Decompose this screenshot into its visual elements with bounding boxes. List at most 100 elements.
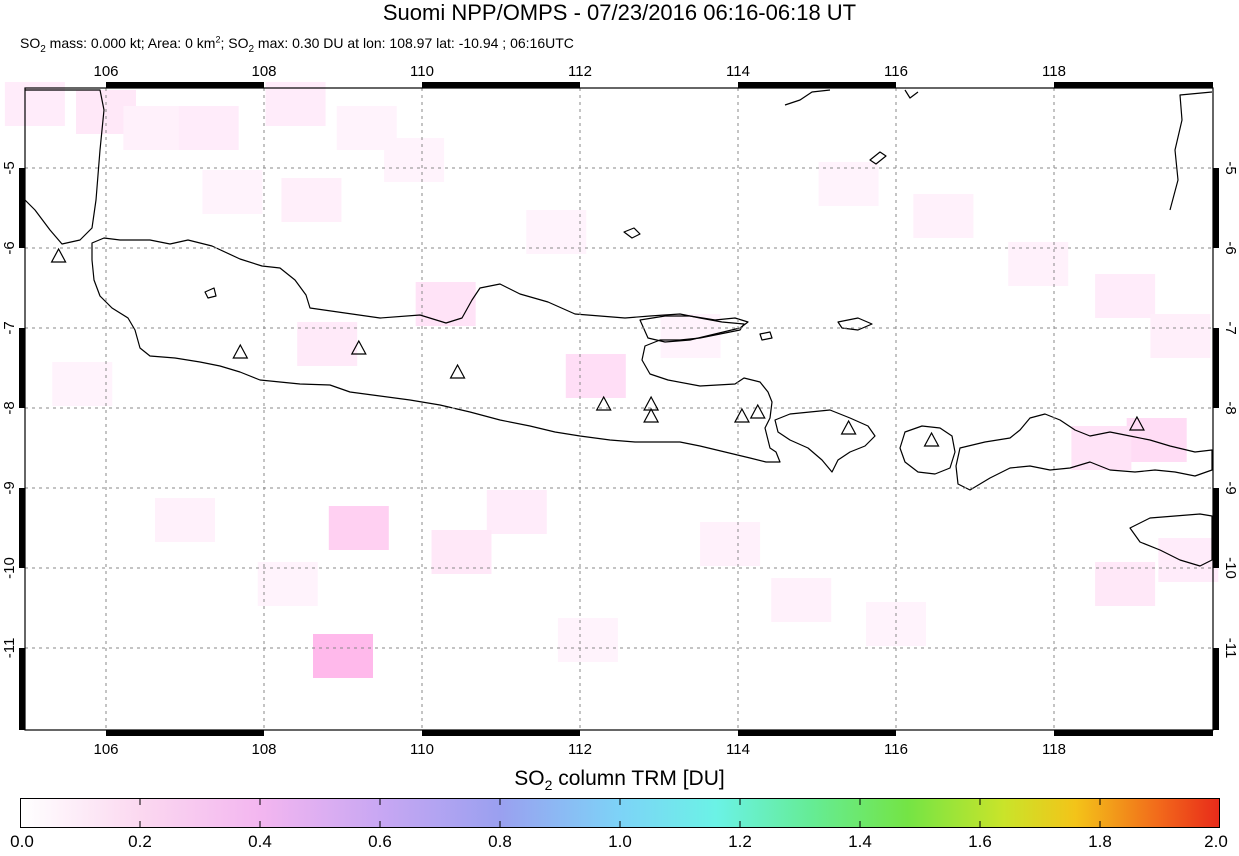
so2-cell <box>557 618 618 662</box>
volcano-marker <box>350 339 367 355</box>
lat-label-right: -6 <box>1222 241 1239 254</box>
colorbar-ticks <box>139 798 1101 828</box>
lon-label-top: 116 <box>884 63 908 80</box>
small-island-3 <box>759 331 773 341</box>
so2-summary-sub2: 2 <box>248 43 255 55</box>
lon-label-bottom: 106 <box>93 741 118 758</box>
axis-tick-labels: 106 106 108 108 110 110 112 112 114 114 116 116 118 1… <box>1 63 1239 758</box>
lat-label-left: -8 <box>1 401 18 414</box>
frame-bar-top <box>422 82 580 88</box>
so2-cell <box>123 106 184 150</box>
lon-label-bottom: 110 <box>410 741 434 758</box>
volcano-marker <box>50 247 67 263</box>
frame-bar-top <box>106 82 264 88</box>
lat-label-left: -9 <box>1 481 18 494</box>
lon-label-top: 112 <box>568 63 592 80</box>
colorbar-label: 1.8 <box>1088 832 1112 851</box>
so2-cell <box>866 602 926 646</box>
sumba-coastline <box>1129 513 1213 567</box>
java-coastline <box>91 237 781 463</box>
frame-bar-left <box>19 328 25 408</box>
so2-cell <box>178 106 239 150</box>
madura-coastline <box>639 315 749 343</box>
volcano-marker <box>840 419 857 435</box>
kalimantan-coastline <box>784 89 1213 211</box>
so2-cell <box>771 578 832 622</box>
colorbar-label: 1.4 <box>848 832 872 851</box>
colorbar-label: 0.8 <box>488 832 512 851</box>
colorbar-label: 1.0 <box>608 832 632 851</box>
lat-label-right: -11 <box>1222 638 1239 659</box>
bali-coastline <box>774 409 876 473</box>
frame-bar-bottom <box>422 730 580 736</box>
lon-label-top: 106 <box>93 63 118 80</box>
frame-bar-top <box>738 82 896 88</box>
so2-summary-mass-area: mass: 0.000 kt; Area: 0 km <box>45 35 216 51</box>
so2-summary-so2: ; SO <box>220 35 249 51</box>
frame-bar-right <box>1213 488 1219 568</box>
so2-cell <box>1158 538 1219 582</box>
map-title: Suomi NPP/OMPS - 07/23/2016 06:16-06:18 … <box>382 0 857 25</box>
lat-label-left: -5 <box>1 161 18 174</box>
volcano-marker <box>232 343 249 359</box>
frame-bar-bottom <box>1054 730 1213 736</box>
frame-bar-top <box>1054 82 1213 88</box>
lat-label-left: -6 <box>1 241 18 254</box>
so2-cell <box>52 362 113 406</box>
volcano-marker <box>449 363 466 379</box>
lon-label-bottom: 114 <box>726 741 750 758</box>
so2-summary-max: max: 0.30 DU at lon: 108.97 lat: -10.94 … <box>254 35 574 51</box>
so2-cell <box>913 194 974 238</box>
colorbar-label: 0.4 <box>248 832 272 851</box>
so2-cell <box>1126 418 1187 462</box>
so2-summary-prefix: SO <box>20 35 41 51</box>
colorbar-label: 0.0 <box>10 832 34 851</box>
so2-cell <box>1150 314 1211 358</box>
frame-bar-bottom <box>106 730 264 736</box>
frame-bar-right <box>1213 328 1219 408</box>
lat-label-left: -11 <box>1 638 18 659</box>
lon-label-bottom: 116 <box>884 741 908 758</box>
volcano-marker <box>643 407 660 423</box>
so2-cell <box>257 562 318 606</box>
so2-cell <box>155 498 215 542</box>
volcano-marker <box>1128 415 1145 431</box>
so2-cell <box>526 210 587 254</box>
so2-map: 106 106 108 108 110 110 112 112 114 114 116 116 118 1… <box>1 63 1239 758</box>
so2-cell <box>1095 562 1156 606</box>
so2-cell <box>281 178 342 222</box>
frame-bar-right <box>1213 168 1219 248</box>
so2-cell <box>1095 274 1156 318</box>
so2-summary-sup: 2 <box>215 34 221 45</box>
frame-bar-bottom <box>738 730 896 736</box>
lat-label-right: -7 <box>1222 321 1239 334</box>
volcano-markers <box>50 247 1145 447</box>
colorbar-label: 0.2 <box>128 832 152 851</box>
sumbawa-coastline <box>955 413 1213 491</box>
so2-cell <box>818 162 879 206</box>
colorbar-labels: 0.0 0.2 0.4 0.6 0.8 1.0 1.2 1.4 1.6 1.8 2.0 <box>0 832 1239 856</box>
so2-cell <box>415 282 476 326</box>
volcano-marker <box>923 431 940 447</box>
volcano-marker <box>749 403 766 419</box>
lon-label-bottom: 118 <box>1042 741 1066 758</box>
lat-label-right: -10 <box>1222 557 1239 579</box>
so2-cell <box>700 522 761 566</box>
so2-summary: SO2 mass: 0.000 kt; Area: 0 km2; SO2 max… <box>20 34 574 55</box>
so2-cell <box>565 354 626 398</box>
lon-label-top: 110 <box>410 63 434 80</box>
colorbar-title: SO2 column TRM [DU] <box>0 766 1239 792</box>
frame-alternating-bars <box>19 82 1219 736</box>
sumatra-coastline <box>24 89 105 245</box>
so2-cell <box>313 634 373 678</box>
so2-cell <box>4 82 65 126</box>
lat-label-left: -7 <box>1 321 18 334</box>
small-island-1 <box>623 227 641 239</box>
so2-cell <box>265 82 326 126</box>
lon-label-top: 118 <box>1042 63 1066 80</box>
lombok-coastline <box>899 425 956 475</box>
lon-label-bottom: 112 <box>568 741 592 758</box>
so2-cell <box>384 138 445 182</box>
frame-bar-left <box>19 488 25 568</box>
lon-label-top: 114 <box>726 63 750 80</box>
